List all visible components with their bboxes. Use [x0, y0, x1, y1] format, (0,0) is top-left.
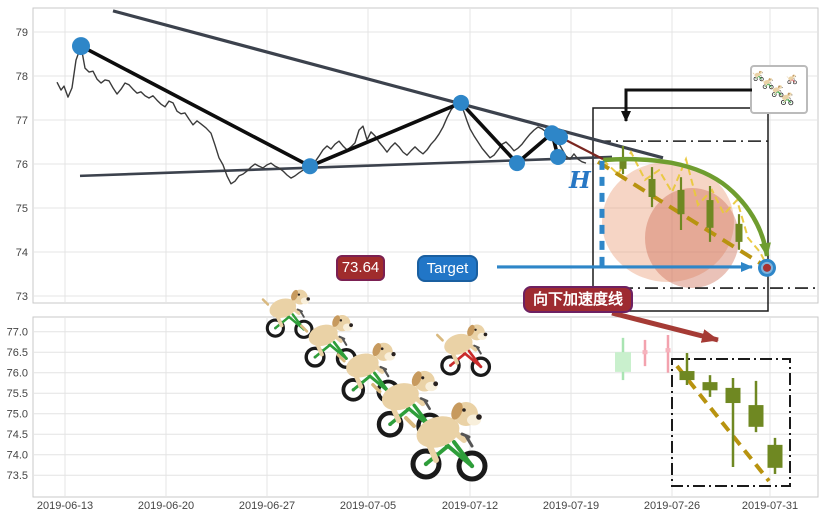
- down-acceleration-line-label: 向下加速度线: [523, 286, 634, 313]
- forecast-candle: [677, 177, 685, 230]
- y-tick-label: 75.5: [7, 388, 28, 400]
- candle: [665, 334, 671, 373]
- dog-on-bike: [261, 289, 314, 339]
- bottom-accel-dashed-line: [675, 364, 771, 483]
- pivot-dot: [550, 148, 566, 165]
- y-tick-label: 77: [16, 115, 28, 127]
- candle: [702, 375, 718, 397]
- candle: [767, 437, 783, 474]
- height-h-label: H: [569, 167, 591, 194]
- candle: [642, 339, 648, 367]
- forecast-candle: [735, 214, 743, 250]
- x-tick-label: 2019-06-27: [239, 500, 295, 512]
- candle: [725, 378, 741, 467]
- dog-on-bike: [761, 78, 774, 90]
- dog-on-bike: [300, 314, 357, 370]
- y-tick-label: 74: [16, 247, 28, 259]
- target-endpoint: [758, 258, 776, 277]
- y-tick-label: 78: [16, 71, 28, 83]
- impulse-blob: [602, 162, 734, 282]
- y-tick-label: 76: [16, 159, 28, 171]
- y-tick-label: 77.0: [7, 327, 28, 339]
- x-tick-label: 2019-07-26: [644, 500, 700, 512]
- y-tick-label: 74.0: [7, 450, 28, 462]
- dog-on-bike: [779, 92, 794, 106]
- callout-elbow-arrow: [621, 88, 752, 122]
- yellow-forecast-path: [602, 150, 767, 265]
- x-tick-label: 2019-06-13: [37, 500, 93, 512]
- pivot-dot: [453, 94, 469, 111]
- x-tick-label: 2019-07-31: [742, 500, 798, 512]
- dog-on-bike: [435, 324, 492, 377]
- price-target-label: 73.64: [336, 255, 385, 281]
- y-tick-label: 73: [16, 291, 28, 303]
- price-line: [56, 45, 587, 185]
- x-tick-label: 2019-07-19: [543, 500, 599, 512]
- forecast-candle: [706, 186, 714, 242]
- y-tick-label: 74.5: [7, 429, 28, 441]
- impulse-blob: [645, 188, 739, 288]
- dog-on-bike: [752, 70, 764, 82]
- y-tick-label: 75.0: [7, 409, 28, 421]
- candle: [615, 337, 631, 381]
- y-tick-label: 79: [16, 27, 28, 39]
- y-tick-label: 76.5: [7, 347, 28, 359]
- top-panel-grid: 73 74 75 76 77 78 79: [16, 7, 819, 304]
- forecast-candle: [648, 167, 656, 208]
- candle: [748, 380, 764, 433]
- pattern-dashdot-box: [671, 358, 791, 487]
- pivot-dot: [552, 129, 568, 146]
- dog-on-bike: [404, 402, 488, 482]
- target-label: Target: [417, 255, 478, 282]
- dog-on-bike: [770, 85, 784, 98]
- projection-box: [592, 107, 769, 312]
- y-tick-label: 76.0: [7, 368, 28, 380]
- y-tick-label: 75: [16, 203, 28, 215]
- y-tick-label: 73.5: [7, 470, 28, 482]
- pivot-dot: [72, 37, 90, 56]
- candle: [679, 353, 695, 385]
- dog-on-bike: [786, 74, 797, 85]
- green-accel-curve: [602, 156, 772, 257]
- x-tick-label: 2019-06-20: [138, 500, 194, 512]
- pivot-dot: [509, 155, 525, 172]
- x-tick-label: 2019-07-05: [340, 500, 396, 512]
- pivot-dot: [302, 158, 318, 175]
- x-tick-label: 2019-07-12: [442, 500, 498, 512]
- resistance-trendline: [112, 9, 664, 160]
- red-callout-arrow: [611, 310, 719, 343]
